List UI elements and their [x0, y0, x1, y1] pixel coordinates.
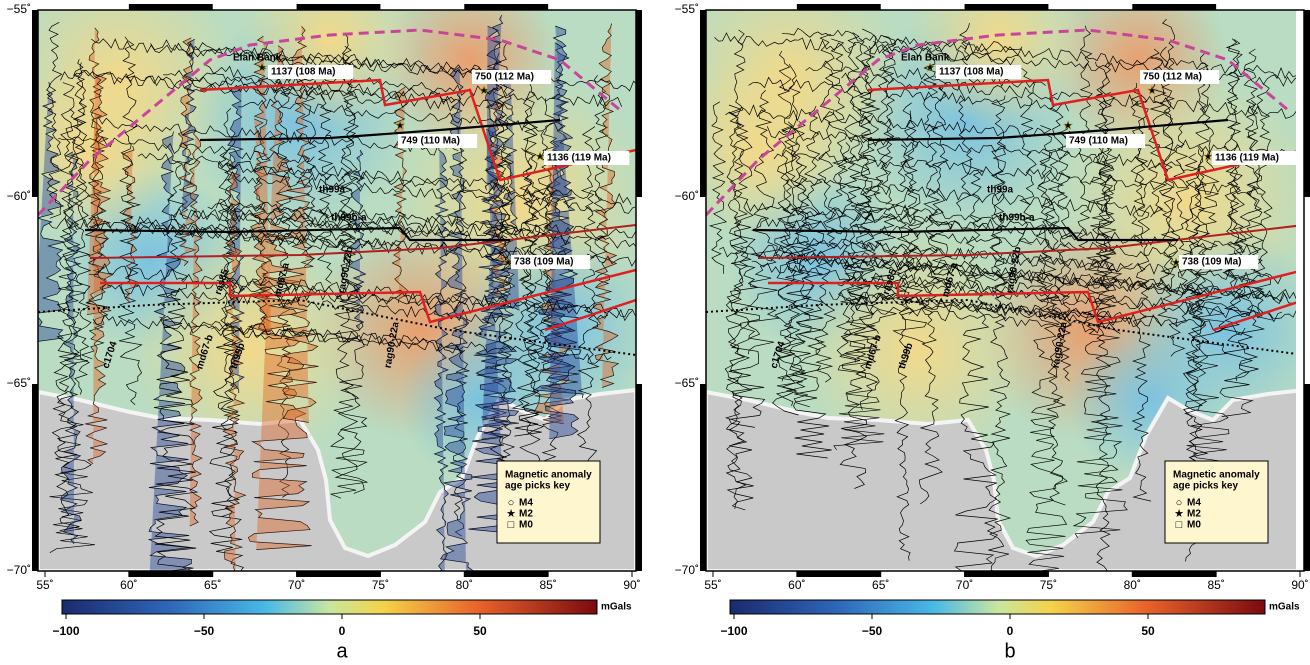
age-pick-star: ★: [1203, 151, 1213, 163]
lon-tick-label: 85˚: [1207, 578, 1224, 592]
annotation: th99a: [319, 185, 346, 196]
gravity-patch: [0, 60, 180, 240]
frame-segment: [297, 4, 381, 10]
legend-item: M2: [519, 509, 533, 520]
lon-tick-label: 80˚: [1124, 578, 1141, 592]
legend-title: Magnetic anomaly: [505, 470, 592, 481]
lon-tick-label: 70˚: [956, 578, 973, 592]
frame-segment: [797, 4, 881, 10]
colorbar-unit: mGals: [601, 602, 632, 613]
age-pick-star: ★: [479, 85, 489, 97]
annotation: Elan Bank: [901, 53, 950, 64]
annotation: 750 (112 Ma): [1143, 72, 1202, 83]
colorbar-tick-label: −50: [862, 624, 883, 638]
lon-tick-label: 60˚: [120, 578, 137, 592]
colorbar-unit: mGals: [1269, 602, 1300, 613]
frame-segment: [700, 10, 706, 197]
frame-segment: [1304, 10, 1310, 197]
age-pick-star: ★: [925, 62, 935, 74]
lon-tick-label: 75˚: [1040, 578, 1057, 592]
lon-tick-label: 90˚: [623, 578, 640, 592]
frame-segment: [32, 10, 38, 197]
colorbar: [730, 600, 1265, 614]
lat-tick-label: −60˚: [675, 189, 699, 203]
legend-item: M0: [1187, 520, 1201, 531]
legend-item: M4: [1187, 498, 1201, 509]
colorbar-tick-label: −50: [194, 624, 215, 638]
frame-segment: [700, 384, 706, 571]
frame-segment: [1132, 4, 1216, 10]
frame-segment: [797, 571, 881, 577]
age-pick-star: ★: [1147, 85, 1157, 97]
colorbar-tick-label: 0: [339, 624, 346, 638]
lat-tick-label: −70˚: [675, 563, 699, 577]
lon-tick-label: 70˚: [288, 578, 305, 592]
lat-tick-label: −55˚: [675, 2, 699, 16]
panel-label: a: [336, 640, 348, 662]
lat-tick-label: −55˚: [7, 2, 31, 16]
lon-tick-label: 80˚: [456, 578, 473, 592]
lon-tick-label: 60˚: [788, 578, 805, 592]
annotation: 738 (109 Ma): [514, 257, 573, 268]
frame-segment: [1304, 384, 1310, 571]
lon-tick-label: 55˚: [36, 578, 53, 592]
lon-tick-label: 65˚: [872, 578, 889, 592]
frame-segment: [636, 384, 642, 571]
frame-segment: [965, 4, 1049, 10]
colorbar-tick-label: 50: [473, 624, 487, 638]
frame-segment: [129, 571, 213, 577]
age-pick-star: ★: [395, 120, 405, 132]
annotation: 1136 (119 Ma): [547, 153, 611, 164]
annotation: Elan Bank: [233, 53, 282, 64]
legend-symbol: □: [1176, 519, 1183, 531]
annotation: 738 (109 Ma): [1182, 257, 1241, 268]
legend-symbol: □: [508, 519, 515, 531]
frame-segment: [636, 10, 642, 197]
annotation: th99b-a: [331, 213, 367, 224]
lat-tick-label: −60˚: [7, 189, 31, 203]
lat-tick-label: −70˚: [7, 563, 31, 577]
age-pick-star: ★: [257, 62, 267, 74]
annotation: th99a: [987, 185, 1014, 196]
lon-tick-label: 90˚: [1291, 578, 1308, 592]
frame-segment: [297, 571, 381, 577]
legend-item: M2: [1187, 509, 1201, 520]
lon-tick-label: 65˚: [204, 578, 221, 592]
annotation: 1136 (119 Ma): [1215, 153, 1279, 164]
panel-label: b: [1004, 640, 1015, 662]
colorbar-tick-label: 0: [1007, 624, 1014, 638]
legend-title: age picks key: [505, 481, 570, 492]
legend-item: M0: [519, 520, 533, 531]
frame-segment: [32, 384, 38, 571]
frame-segment: [965, 571, 1049, 577]
annotation: 1137 (108 Ma): [271, 67, 336, 78]
annotation: 1137 (108 Ma): [939, 67, 1004, 78]
map-panel: ★★★★★Elan Bank1137 (108 Ma)750 (112 Ma)7…: [0, 0, 785, 662]
lon-tick-label: 75˚: [372, 578, 389, 592]
annotation: 750 (112 Ma): [475, 72, 534, 83]
age-pick-star: ★: [1063, 120, 1073, 132]
lat-tick-label: −65˚: [7, 376, 31, 390]
lon-tick-label: 55˚: [704, 578, 721, 592]
frame-segment: [464, 571, 548, 577]
figure: ★★★★★Elan Bank1137 (108 Ma)750 (112 Ma)7…: [0, 0, 1310, 665]
legend-title: age picks key: [1173, 481, 1238, 492]
annotation: th99b-a: [999, 213, 1035, 224]
map-panel: ★★★★★Elan Bank1137 (108 Ma)750 (112 Ma)7…: [668, 0, 1310, 662]
colorbar-tick-label: −100: [720, 624, 747, 638]
colorbar-tick-label: 50: [1141, 624, 1155, 638]
annotation: 749 (110 Ma): [401, 136, 460, 147]
colorbar: [62, 600, 597, 614]
legend-title: Magnetic anomaly: [1173, 470, 1260, 481]
colorbar-tick-label: −100: [52, 624, 79, 638]
frame-segment: [464, 4, 548, 10]
lat-tick-label: −65˚: [675, 376, 699, 390]
frame-segment: [1132, 571, 1216, 577]
frame-segment: [129, 4, 213, 10]
lon-tick-label: 85˚: [539, 578, 556, 592]
annotation: 749 (110 Ma): [1069, 136, 1128, 147]
age-pick-star: ★: [535, 151, 545, 163]
legend-item: M4: [519, 498, 533, 509]
